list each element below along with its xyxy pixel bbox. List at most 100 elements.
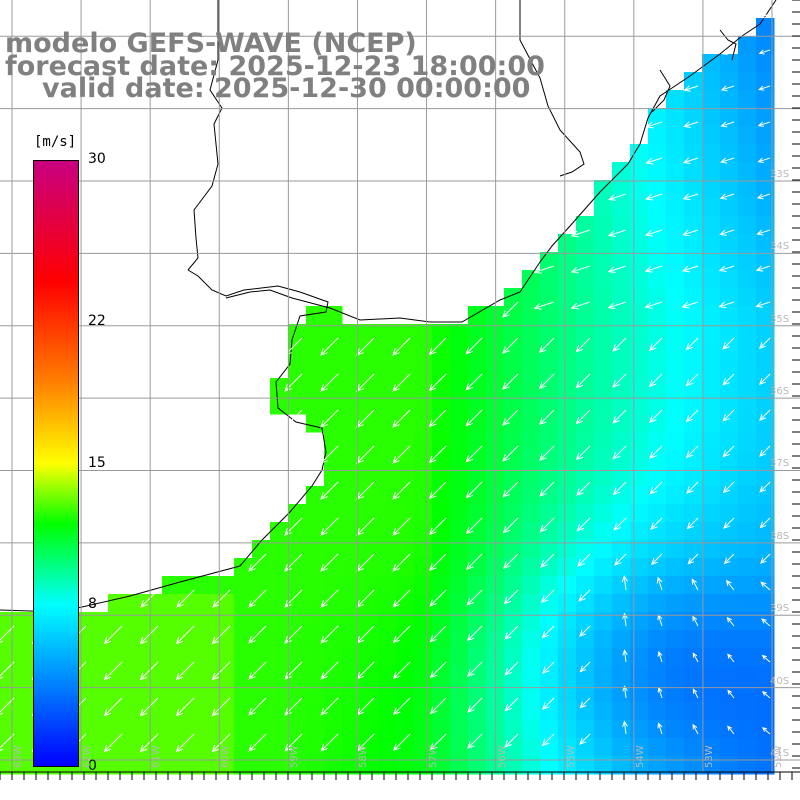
wind-arrow xyxy=(211,661,231,681)
wind-arrow xyxy=(541,733,555,747)
wind-speed-cell xyxy=(342,504,361,523)
wind-speed-cell xyxy=(738,702,757,721)
wind-speed-cell xyxy=(270,396,289,415)
wind-speed-cell xyxy=(630,648,649,667)
wind-speed-cell xyxy=(558,612,577,631)
wind-speed-cell xyxy=(432,684,451,703)
wind-speed-cell xyxy=(450,756,469,775)
wind-arrow xyxy=(0,625,15,643)
wind-speed-cell xyxy=(324,360,343,379)
wind-speed-cell xyxy=(630,234,649,253)
wind-arrow xyxy=(644,301,663,309)
wind-speed-cell xyxy=(666,594,685,613)
wind-speed-cell xyxy=(738,540,757,559)
wind-speed-cell xyxy=(270,522,289,541)
wind-speed-cell xyxy=(666,378,685,397)
wind-speed-cell xyxy=(396,522,415,541)
wind-arrow xyxy=(392,409,411,428)
wind-arrow xyxy=(429,625,447,643)
wind-speed-cell xyxy=(630,738,649,757)
wind-speed-cell xyxy=(414,522,433,541)
wind-speed-cell xyxy=(738,36,757,55)
wind-speed-cell xyxy=(756,594,775,613)
wind-speed-cell xyxy=(738,378,757,397)
wind-speed-cell xyxy=(702,342,721,361)
wind-speed-cell xyxy=(342,522,361,541)
wind-speed-cell xyxy=(396,378,415,397)
wind-speed-cell xyxy=(468,558,487,577)
wind-speed-cell xyxy=(594,648,613,667)
wind-speed-cell xyxy=(450,486,469,505)
wind-speed-cell xyxy=(738,396,757,415)
wind-arrow xyxy=(175,661,195,681)
wind-arrow xyxy=(622,720,628,735)
wind-speed-cell xyxy=(468,450,487,469)
wind-arrow xyxy=(718,265,735,272)
wind-arrow xyxy=(502,409,519,426)
wind-speed-cell xyxy=(432,630,451,649)
wind-speed-cell xyxy=(738,522,757,541)
wind-speed-cell xyxy=(648,234,667,253)
wind-speed-cell xyxy=(738,306,757,325)
wind-speed-cell xyxy=(594,306,613,325)
wind-speed-cell xyxy=(558,720,577,739)
wind-speed-cell xyxy=(522,270,541,289)
wind-speed-cell xyxy=(396,756,415,775)
wind-speed-cell xyxy=(522,720,541,739)
wind-speed-cell xyxy=(108,630,127,649)
wind-speed-cell xyxy=(270,378,289,397)
wind-speed-cell xyxy=(738,504,757,523)
wind-speed-cell xyxy=(702,234,721,253)
wind-speed-cell xyxy=(414,594,433,613)
wind-arrow xyxy=(539,517,555,533)
wind-speed-cell xyxy=(522,342,541,361)
wind-speed-cell xyxy=(324,702,343,721)
wind-arrow xyxy=(320,445,339,464)
wind-speed-cell xyxy=(666,108,685,127)
wind-speed-cell xyxy=(738,234,757,253)
wind-arrow xyxy=(726,616,735,627)
wind-speed-cell xyxy=(612,198,631,217)
wind-speed-cell xyxy=(108,648,127,667)
wind-speed-cell xyxy=(576,414,595,433)
wind-arrow xyxy=(320,733,339,752)
wind-speed-cell xyxy=(522,648,541,667)
wind-arrow xyxy=(502,373,519,390)
wind-speed-cell xyxy=(216,738,235,757)
colorbar-unit-label: [m/s] xyxy=(34,134,77,150)
wind-speed-cell xyxy=(504,342,523,361)
wind-speed-cell xyxy=(576,738,595,757)
wind-speed-cell xyxy=(450,432,469,451)
wind-speed-cell xyxy=(342,630,361,649)
wind-arrow xyxy=(650,517,663,530)
wind-speed-cell xyxy=(756,666,775,685)
wind-speed-cell xyxy=(594,630,613,649)
wind-speed-cell xyxy=(18,684,37,703)
wind-speed-cell xyxy=(630,414,649,433)
wind-speed-cell xyxy=(756,90,775,109)
wind-arrow xyxy=(692,688,699,699)
wind-speed-cell xyxy=(324,396,343,415)
wind-speed-cell xyxy=(360,684,379,703)
wind-speed-cell xyxy=(378,630,397,649)
wind-speed-cell xyxy=(432,756,451,775)
wind-arrow xyxy=(612,373,627,388)
wind-speed-cell xyxy=(414,702,433,721)
wind-speed-cell xyxy=(432,666,451,685)
wind-speed-cell xyxy=(648,270,667,289)
wind-speed-cell xyxy=(576,306,595,325)
wind-speed-cell xyxy=(540,738,559,757)
wind-arrow xyxy=(541,625,555,639)
wind-speed-cell xyxy=(234,576,253,595)
wind-speed-cell xyxy=(738,720,757,739)
wind-arrow xyxy=(248,733,267,752)
wind-speed-cell xyxy=(270,612,289,631)
colorbar-tick-label: 30 xyxy=(88,151,106,167)
coastline xyxy=(0,0,777,613)
wind-speed-cell xyxy=(540,648,559,667)
wind-speed-cell xyxy=(342,738,361,757)
wind-speed-cell xyxy=(756,738,775,757)
wind-speed-cell xyxy=(540,720,559,739)
wind-speed-cell xyxy=(144,702,163,721)
wind-speed-cell xyxy=(396,702,415,721)
